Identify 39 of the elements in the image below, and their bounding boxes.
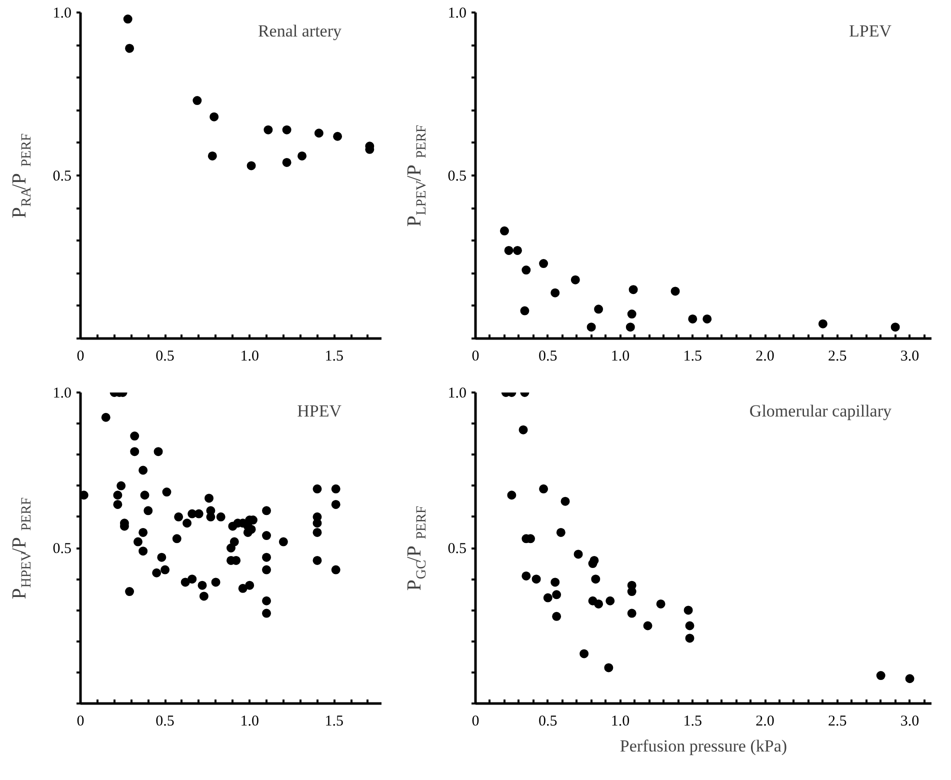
x-tick-label: 1.0 bbox=[610, 348, 630, 364]
y-tick-label: 0.5 bbox=[52, 168, 72, 184]
y-axis-title: PGC/PPERF bbox=[404, 506, 430, 591]
x-tick-label: 2.0 bbox=[756, 348, 774, 364]
x-tick-label: 3.0 bbox=[900, 348, 920, 364]
y-tick-label: 1.0 bbox=[448, 386, 466, 402]
y-tick-label: 0.5 bbox=[448, 541, 466, 557]
x-tick-label: 3.0 bbox=[900, 714, 920, 730]
text: LPEV bbox=[849, 22, 892, 40]
x-axis-title: Perfusion pressure (kPa) bbox=[620, 736, 788, 756]
text: HPEV bbox=[297, 402, 342, 420]
y-tick-label: 1.0 bbox=[52, 386, 72, 402]
y-axis-title: PHPEV/PPERF bbox=[8, 497, 34, 600]
y-tick-label: 1.0 bbox=[52, 6, 72, 22]
x-tick-label: 0 bbox=[472, 348, 480, 364]
y-axis-title: PRA/PPERF bbox=[8, 133, 34, 218]
x-tick-label: 1.5 bbox=[324, 348, 344, 364]
y-tick-label: 0.5 bbox=[448, 168, 466, 184]
x-tick-label: 1.0 bbox=[240, 714, 259, 730]
x-tick-label: 0 bbox=[472, 714, 480, 730]
x-tick-label: 1.5 bbox=[683, 348, 702, 364]
x-tick-label: 0 bbox=[76, 714, 84, 730]
y-tick-label: 0.5 bbox=[52, 541, 72, 557]
y-axis-title: PLPEV/PPERF bbox=[404, 124, 430, 227]
text: Renal artery bbox=[258, 22, 342, 40]
x-tick-label: 0.5 bbox=[156, 714, 174, 730]
x-tick-label: 1.0 bbox=[240, 348, 259, 364]
y-tick-label: 1.0 bbox=[448, 6, 466, 22]
x-tick-label: 1.0 bbox=[610, 714, 630, 730]
x-tick-label: 2.5 bbox=[828, 714, 847, 730]
x-tick-label: 0.5 bbox=[156, 348, 174, 364]
x-tick-label: 0.5 bbox=[538, 714, 558, 730]
text: Glomerular capillary bbox=[749, 402, 892, 420]
x-tick-label: 1.5 bbox=[324, 714, 344, 730]
x-tick-label: 0.5 bbox=[538, 348, 558, 364]
x-tick-label: 0 bbox=[76, 348, 84, 364]
x-tick-label: 2.5 bbox=[828, 348, 847, 364]
x-tick-label: 1.5 bbox=[683, 714, 702, 730]
x-tick-label: 2.0 bbox=[756, 714, 774, 730]
